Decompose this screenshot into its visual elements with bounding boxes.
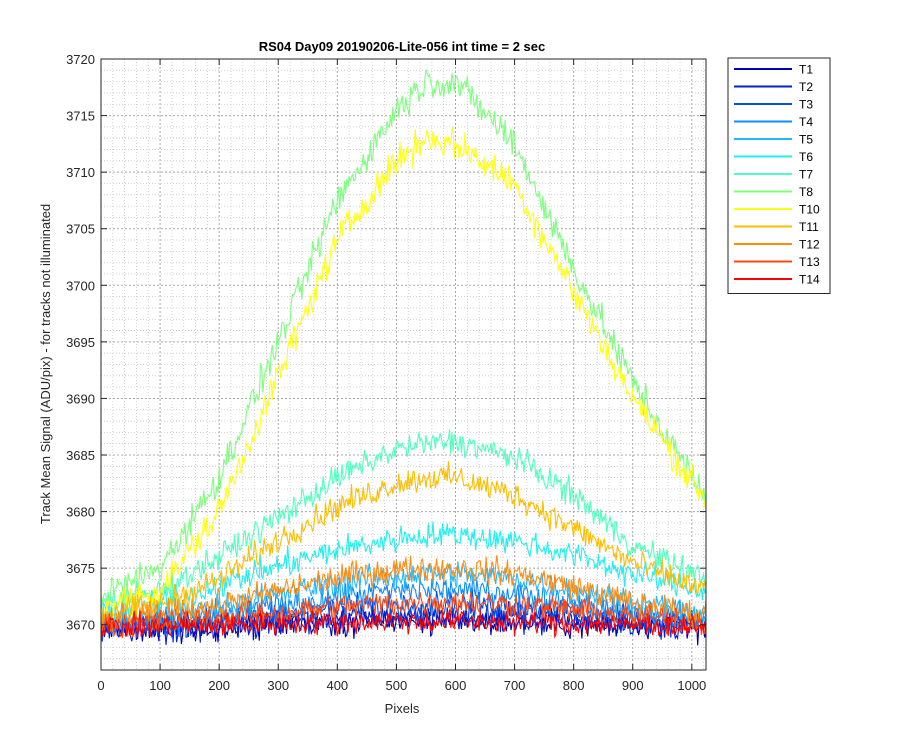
series-group (101, 69, 706, 646)
legend: T1 T2 T3 T4 T5 T6 T7 T8 T10 T11 T12 T13 T14 (727, 57, 831, 294)
y-tick-label: 3695 (66, 335, 95, 350)
legend-label-t7: T7 (799, 168, 813, 182)
x-tick-label: 600 (445, 678, 467, 693)
series-line-t7 (101, 429, 706, 611)
series-line-t5 (101, 561, 706, 632)
legend-label-t4: T4 (799, 115, 813, 129)
y-tick-label: 3715 (66, 109, 95, 124)
legend-label-t8: T8 (799, 185, 813, 199)
chart-title: RS04 Day09 20190206-Lite-056 int time = … (259, 39, 546, 54)
y-tick-label: 3690 (66, 391, 95, 406)
legend-box (727, 57, 831, 294)
series-line-t6 (101, 521, 706, 627)
x-tick-label: 500 (386, 678, 408, 693)
y-tick-label: 3705 (66, 222, 95, 237)
legend-label-t3: T3 (799, 98, 813, 112)
y-tick-label: 3685 (66, 448, 95, 463)
series-line-t11 (101, 461, 706, 624)
y-tick-label: 3720 (66, 52, 95, 67)
series-line-t10 (101, 126, 706, 621)
x-tick-label: 800 (563, 678, 585, 693)
x-tick-label: 100 (149, 678, 171, 693)
legend-label-t10: T10 (799, 203, 820, 217)
legend-label-t14: T14 (799, 273, 820, 287)
y-axis-label: Track Mean Signal (ADU/pix) - for tracks… (38, 204, 53, 524)
x-tick-label: 400 (326, 678, 348, 693)
legend-label-t12: T12 (799, 238, 820, 252)
minor-grid (101, 59, 706, 671)
legend-label-t11: T11 (799, 220, 819, 234)
x-tick-label: 700 (504, 678, 526, 693)
legend-label-t5: T5 (799, 133, 813, 147)
x-tick-label: 200 (208, 678, 230, 693)
x-tick-label: 0 (97, 678, 104, 693)
axis-ticks (100, 58, 706, 670)
y-tick-label: 3680 (66, 505, 95, 520)
series-line-t14 (101, 609, 706, 639)
series-line-t12 (101, 555, 706, 633)
legend-label-t1: T1 (799, 63, 813, 77)
x-tick-label: 1000 (677, 678, 706, 693)
x-tick-label: 300 (267, 678, 289, 693)
x-axis-label: Pixels (385, 701, 420, 716)
series-line-t4 (101, 575, 706, 638)
y-tick-label: 3710 (66, 165, 95, 180)
tick-labels: 0 100 200 300 400 500 600 700 800 900 1000 3670 3675… (66, 52, 706, 693)
legend-label-t13: T13 (799, 255, 820, 269)
x-tick-label: 900 (622, 678, 644, 693)
plot-area: 0 100 200 300 400 500 600 700 800 900 1000 3670 3675… (66, 52, 707, 693)
legend-label-t2: T2 (799, 80, 813, 94)
legend-label-t6: T6 (799, 150, 813, 164)
y-tick-label: 3675 (66, 561, 95, 576)
axes-box (100, 58, 707, 671)
y-tick-label: 3700 (66, 278, 95, 293)
series-line-t8 (101, 69, 706, 609)
y-tick-label: 3670 (66, 618, 95, 633)
